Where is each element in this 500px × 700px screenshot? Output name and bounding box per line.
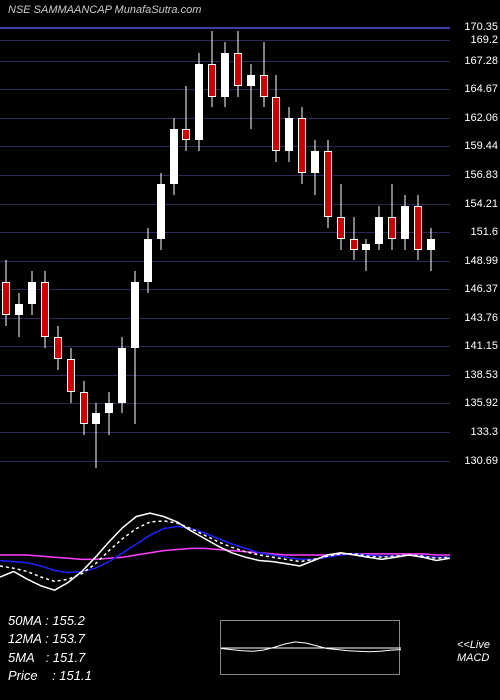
gridline: 169.2 [0,40,450,41]
price-label: 162.06 [464,112,498,124]
price-label: 143.76 [464,312,498,324]
gridline: 148.99 [0,261,450,262]
price-label: 154.21 [464,198,498,210]
price-label: 164.67 [464,83,498,95]
price-row: Price : 151.1 [8,667,92,685]
price-label: 167.28 [464,55,498,67]
candlestick-chart: 170.35169.2167.28164.67162.06159.44156.8… [0,20,450,490]
price-label: 135.92 [464,397,498,409]
price-label: 170.35 [464,21,498,33]
gridline: 154.21 [0,204,450,205]
gridline: 133.3 [0,432,450,433]
price-label: 151.6 [470,226,498,238]
ma50-row: 50MA : 155.2 [8,612,92,630]
gridline: 135.92 [0,403,450,404]
price-label: 169.2 [470,34,498,46]
price-label: 130.69 [464,455,498,467]
gridline: 162.06 [0,118,450,119]
gridline: 159.44 [0,146,450,147]
gridline: 141.15 [0,346,450,347]
chart-container: NSE SAMMAANCAP MunafaSutra.com 170.35169… [0,0,500,700]
ma5-row: 5MA : 151.7 [8,649,92,667]
indicator-chart [0,500,450,610]
price-label: 133.3 [470,426,498,438]
price-label: 141.15 [464,340,498,352]
ma12-row: 12MA : 153.7 [8,630,92,648]
price-label: 156.83 [464,169,498,181]
macd-inset [220,620,400,675]
price-label: 148.99 [464,255,498,267]
price-label: 146.37 [464,283,498,295]
gridline: 130.69 [0,461,450,462]
price-label: 138.53 [464,369,498,381]
chart-header: NSE SAMMAANCAP MunafaSutra.com [8,4,201,16]
price-label: 159.44 [464,140,498,152]
info-box: 50MA : 155.2 12MA : 153.7 5MA : 151.7 Pr… [8,612,92,685]
gridline: 170.35 [0,27,450,29]
gridline: 146.37 [0,289,450,290]
macd-label: <<Live MACD [457,639,490,665]
gridline: 156.83 [0,175,450,176]
gridline: 143.76 [0,318,450,319]
